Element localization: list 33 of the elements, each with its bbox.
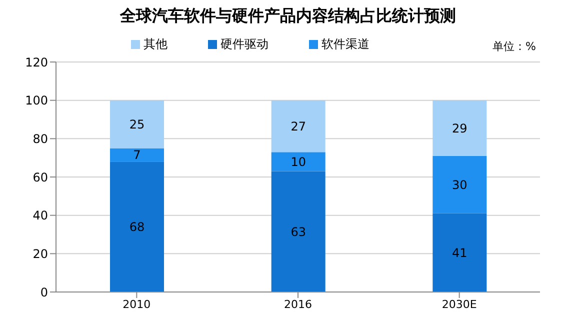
x-tick-label: 2010 (122, 298, 151, 311)
y-tick-label: 80 (32, 132, 48, 146)
bar (271, 100, 326, 152)
y-tick-label: 100 (25, 94, 48, 108)
y-tick-label: 60 (32, 170, 48, 184)
y-tick-label: 0 (40, 285, 48, 300)
bar (110, 148, 164, 162)
bar (110, 100, 164, 148)
y-tick-label: 120 (25, 55, 48, 70)
chart-title: 全球汽车软件与硬件产品内容结构占比统计预测 (118, 6, 457, 27)
legend-label: 其他 (144, 37, 168, 51)
data-label: 41 (452, 246, 468, 260)
data-label: 27 (290, 119, 306, 134)
legend-label: 软件渠道 (322, 37, 370, 51)
bar (432, 156, 487, 214)
bar (271, 152, 326, 172)
data-label: 63 (290, 224, 306, 239)
bar (110, 162, 164, 292)
x-tick-label: 2016 (284, 298, 312, 311)
bar (432, 100, 487, 156)
data-label: 10 (290, 154, 306, 169)
data-label: 30 (452, 178, 468, 192)
legend-label: 硬件驱动 (220, 37, 268, 51)
data-label: 25 (129, 118, 145, 132)
data-label: 68 (129, 220, 145, 234)
data-label: 7 (133, 148, 141, 162)
y-tick-label: 40 (32, 208, 48, 223)
bar (271, 171, 326, 292)
x-tick-label: 2030E (442, 298, 477, 311)
data-label: 29 (452, 121, 468, 136)
y-tick-label: 20 (32, 246, 48, 261)
bar (432, 213, 487, 292)
text: 单位：% (492, 39, 536, 54)
